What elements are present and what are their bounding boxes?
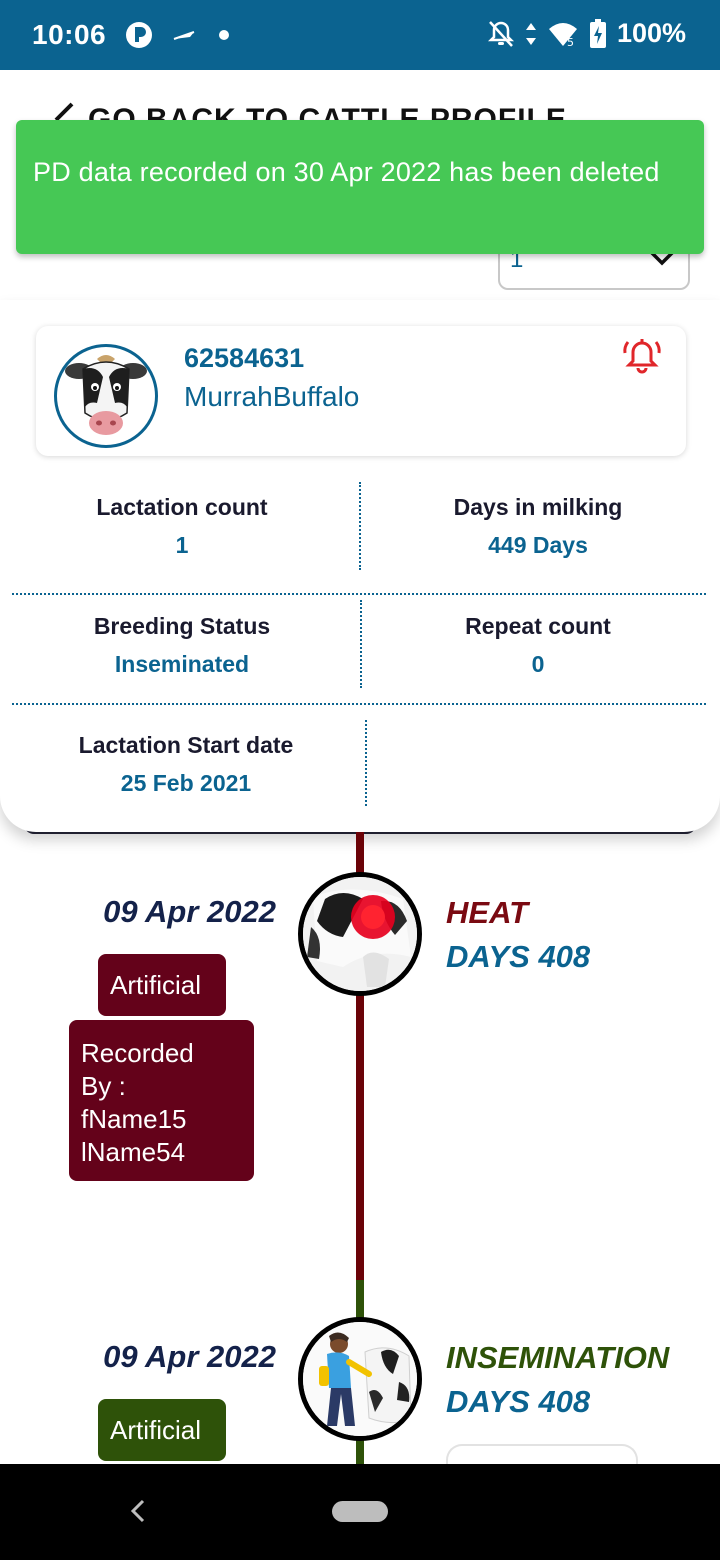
nav-home-pill[interactable]	[332, 1501, 388, 1522]
event-type: HEAT	[446, 895, 529, 930]
chevron-down-icon	[649, 250, 675, 266]
timeline-node[interactable]	[298, 1317, 422, 1441]
method-label: Artificial	[110, 1415, 202, 1445]
lactation-count-value: 1	[175, 532, 189, 558]
method-badge: Artificial	[98, 1399, 226, 1461]
data-transfer-icon	[525, 22, 536, 45]
battery-percentage: 100%	[616, 18, 686, 48]
status-notification-icons	[124, 20, 230, 50]
repeat-count-label: Repeat count	[465, 613, 611, 639]
method-badge: Artificial	[98, 954, 226, 1016]
chevron-left-icon	[54, 102, 74, 122]
lactation-start-label: Lactation Start date	[78, 732, 294, 758]
wifi-badge: 5	[567, 36, 574, 48]
bell-alert-icon[interactable]	[622, 336, 662, 376]
event-days: DAYS 408	[446, 1384, 591, 1419]
status-system-icons: 5 100%	[487, 18, 686, 49]
battery-charging-icon	[589, 18, 606, 48]
nav-back-icon[interactable]	[128, 1498, 148, 1524]
wifi-icon: 5	[548, 22, 577, 48]
divider	[12, 703, 706, 705]
lactation-start-value: 25 Feb 2021	[120, 770, 252, 796]
notifications-off-icon	[487, 20, 514, 47]
divider	[360, 600, 362, 688]
insemination-icon	[303, 1322, 417, 1436]
cow-face-icon	[65, 355, 147, 435]
breeding-status-label: Breeding Status	[93, 613, 271, 639]
days-in-milking-label: Days in milking	[453, 494, 623, 520]
method-label: Artificial	[110, 970, 202, 1000]
status-time: 10:06	[32, 19, 107, 50]
divider	[365, 720, 367, 806]
heat-cow-icon	[303, 877, 417, 991]
toast-message: PD data recorded on 30 Apr 2022 has been…	[33, 157, 660, 187]
avatar	[54, 344, 158, 448]
timeline-node[interactable]	[298, 872, 422, 996]
repeat-count-value: 0	[531, 651, 545, 677]
dot-icon	[219, 30, 229, 40]
divider	[359, 482, 361, 570]
event-days: DAYS 408	[446, 939, 591, 974]
event-date: 09 Apr 2022	[103, 894, 276, 929]
cattle-id: 62584631	[184, 343, 305, 373]
divider	[12, 593, 706, 595]
cattle-breed: MurrahBuffalo	[184, 381, 360, 412]
navigation-arrow-icon	[173, 31, 195, 40]
event-date: 09 Apr 2022	[103, 1339, 276, 1374]
lactation-count-label: Lactation count	[96, 494, 268, 520]
timeline-line-heat	[356, 832, 364, 1280]
event-type: INSEMINATION	[446, 1340, 670, 1375]
toast-notification: PD data recorded on 30 Apr 2022 has been…	[16, 120, 704, 254]
recorded-by-label: Recorded By : fName15 lName54	[81, 1038, 194, 1167]
breeding-status-value: Inseminated	[114, 651, 250, 677]
recorded-by-badge: Recorded By : fName15 lName54	[69, 1020, 254, 1181]
days-in-milking-value: 449 Days	[488, 532, 588, 558]
status-bar: 10:06	[0, 0, 720, 70]
app-notification-icon	[126, 22, 152, 48]
